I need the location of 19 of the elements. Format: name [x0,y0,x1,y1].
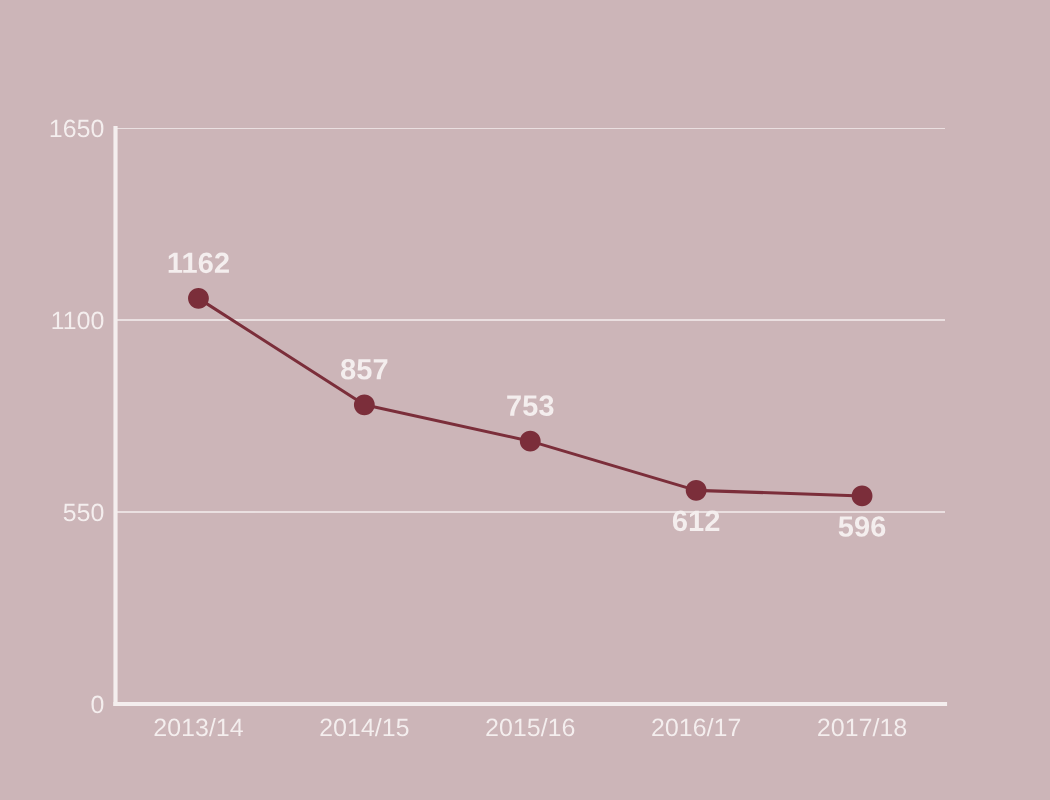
data-label: 857 [340,358,388,380]
data-label: 612 [672,510,720,532]
point [353,394,375,416]
y-tick-label: 1100 [52,311,104,330]
x-tick-label: 2017/18 [818,717,907,737]
y-tick-label: 550 [63,503,104,522]
point [188,287,209,309]
data-label: 1162 [168,252,229,274]
point [851,485,873,507]
point [519,430,541,452]
x-tick-label: 2015/16 [486,717,575,737]
x-tick-label: 2014/15 [320,717,409,737]
x-tick-label: 2013/14 [154,717,243,737]
x-tick-label: 2016/17 [652,717,741,737]
y-tick-label: 1650 [50,119,104,138]
y-tick-label: 0 [91,695,104,714]
data-label: 753 [507,395,554,416]
point [685,479,707,501]
data-label: 596 [838,516,886,537]
